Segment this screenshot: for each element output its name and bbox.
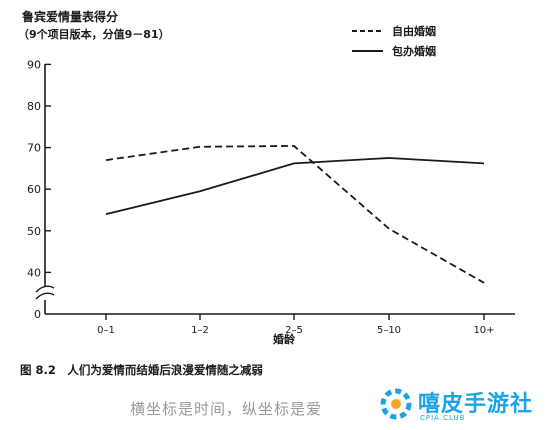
axis-break-mark xyxy=(35,285,55,293)
series-line-1 xyxy=(105,145,485,284)
x-ticks: 0–1 1–2 2–5 5–10 10+ xyxy=(97,314,495,336)
watermark-sub: CPIA.CLUB xyxy=(420,414,466,422)
y-ticks: 40 50 60 70 80 90 0 xyxy=(27,58,51,321)
y-tick-label: 0 xyxy=(34,308,41,321)
y-axis-label: 鲁宾爱情量表得分 xyxy=(21,9,118,24)
y-tick-label: 50 xyxy=(27,225,41,238)
y-axis-label-note: （9个项目版本，分值9－81） xyxy=(18,27,170,41)
x-tick-label: 10+ xyxy=(473,325,494,336)
y-tick-label: 80 xyxy=(27,100,41,113)
axis-break-mark xyxy=(35,292,55,300)
legend-label-2: 包办婚姻 xyxy=(391,44,436,58)
series-line-2 xyxy=(105,157,485,216)
watermark-logo-icon xyxy=(380,388,412,420)
y-tick-label: 70 xyxy=(27,142,41,155)
x-tick-label: 2–5 xyxy=(285,325,303,336)
x-tick-label: 0–1 xyxy=(97,325,115,336)
figure-caption: 图 8.2 人们为爱情而结婚后浪漫爱情随之减弱 xyxy=(20,363,263,377)
video-subtitle: 横坐标是时间，纵坐标是爱 xyxy=(130,400,323,418)
y-tick-label: 40 xyxy=(27,266,41,279)
legend-label-1: 自由婚姻 xyxy=(392,24,436,38)
chart-axes xyxy=(35,64,515,315)
y-tick-label: 90 xyxy=(27,58,41,71)
x-tick-label: 5–10 xyxy=(377,325,401,336)
x-axis-label: 婚龄 xyxy=(273,332,296,346)
subtitle-bar xyxy=(0,385,550,430)
x-tick-label: 1–2 xyxy=(191,325,209,336)
watermark-name: 嘻皮手游社 xyxy=(418,392,534,417)
y-tick-label: 60 xyxy=(27,183,41,196)
series-lines xyxy=(105,145,485,284)
